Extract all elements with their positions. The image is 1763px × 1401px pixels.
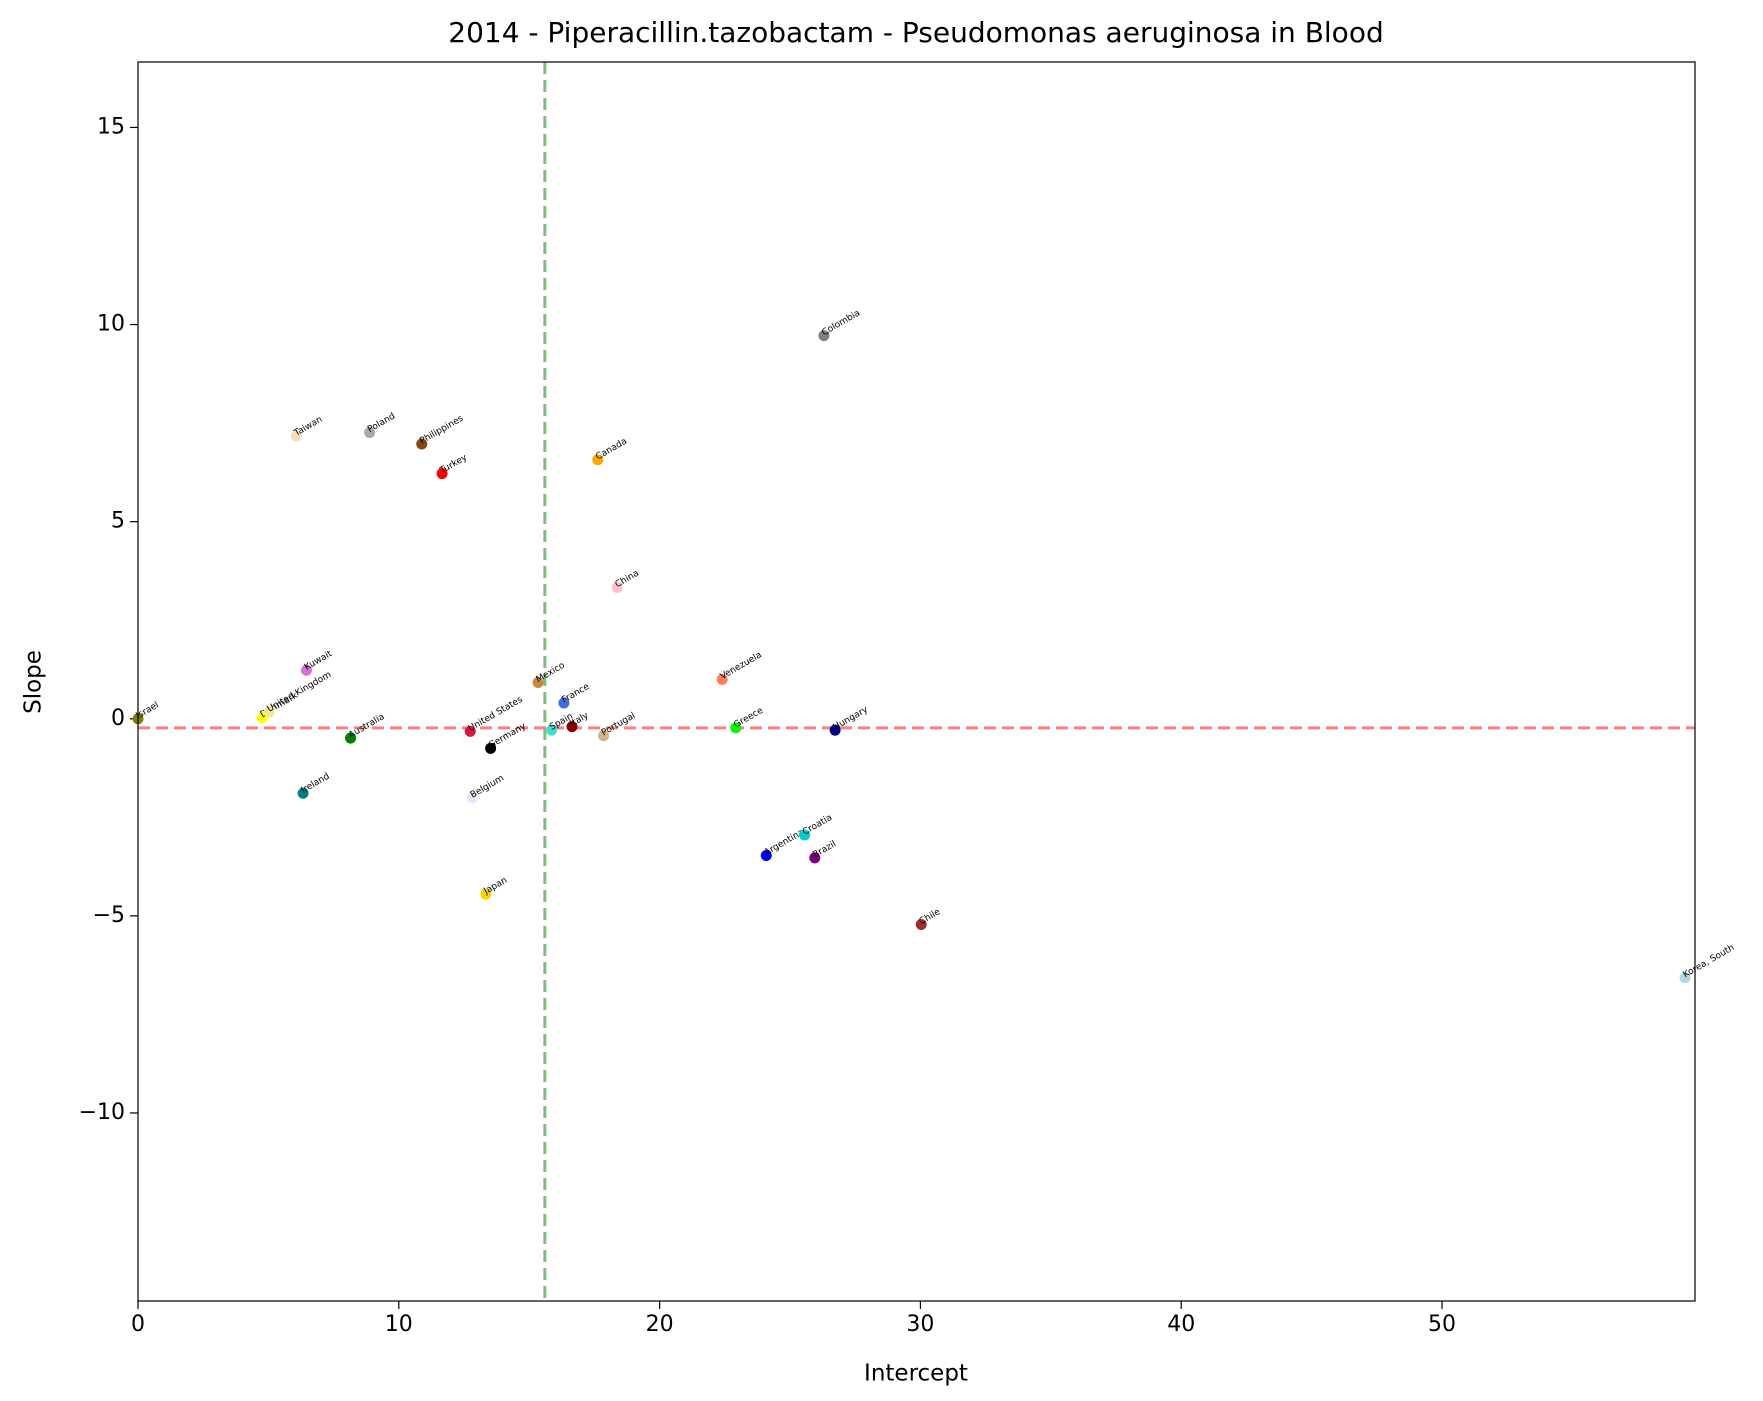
- point-label: Mexico: [535, 660, 568, 685]
- point: [485, 742, 497, 754]
- y-tick-label: −5: [93, 903, 125, 928]
- point: [716, 673, 728, 685]
- point-label: Poland: [366, 411, 397, 435]
- x-tick-label: 30: [906, 1312, 934, 1337]
- point-label: Philippines: [418, 414, 465, 447]
- point: [799, 829, 811, 841]
- point-label: Korea, South: [1682, 943, 1737, 980]
- point-label: Ireland: [300, 772, 332, 796]
- y-tick-label: 15: [97, 114, 125, 139]
- point-label: China: [614, 569, 641, 591]
- point-label: Turkey: [438, 453, 470, 477]
- point-label: France: [560, 682, 591, 706]
- x-tick-label: 50: [1428, 1312, 1456, 1337]
- point-label: Chile: [918, 907, 943, 927]
- point: [566, 721, 578, 733]
- point: [1679, 972, 1691, 984]
- point-label: Colombia: [820, 308, 862, 338]
- y-tick-label: −10: [79, 1100, 125, 1125]
- x-axis-label: Intercept: [864, 1361, 968, 1387]
- point: [730, 722, 742, 734]
- chart-title: 2014 - Piperacillin.tazobactam - Pseudom…: [448, 16, 1383, 49]
- point-label: Venezuela: [719, 650, 764, 682]
- point-label: Belgium: [469, 773, 506, 800]
- point-label: Argentina: [763, 828, 806, 859]
- point-label: Portugal: [600, 711, 637, 738]
- point-label: Germany: [487, 721, 528, 751]
- point: [532, 676, 544, 688]
- point: [818, 330, 830, 342]
- point-label: United Kingdom: [266, 670, 334, 715]
- point: [300, 664, 312, 676]
- point: [760, 850, 772, 862]
- point: [416, 438, 428, 450]
- x-tick-label: 10: [385, 1312, 413, 1337]
- point: [915, 919, 927, 931]
- y-axis-label: Slope: [21, 650, 47, 714]
- point: [263, 706, 275, 718]
- point: [364, 427, 376, 439]
- point: [592, 454, 604, 466]
- point-label: Canada: [594, 437, 629, 463]
- point-label: Kuwait: [303, 649, 334, 673]
- point: [829, 724, 841, 736]
- point: [598, 730, 610, 742]
- point: [436, 468, 448, 480]
- point-label: Croatia: [801, 813, 834, 838]
- y-tick-label: 5: [111, 509, 125, 534]
- point: [466, 792, 478, 804]
- point: [809, 852, 821, 864]
- plot-frame: [137, 61, 1696, 1302]
- y-tick-label: 10: [97, 312, 125, 337]
- point: [558, 697, 570, 709]
- point: [345, 732, 357, 744]
- point-label: Brazil: [811, 839, 838, 860]
- x-tick-label: 40: [1167, 1312, 1195, 1337]
- point: [297, 787, 309, 799]
- point-label: Japan: [482, 876, 510, 898]
- y-tick-label: 0: [111, 706, 125, 731]
- point: [611, 581, 623, 593]
- point: [290, 430, 302, 442]
- point-label: Taiwan: [292, 415, 324, 439]
- x-tick-label: 20: [646, 1312, 674, 1337]
- x-tick-label: 0: [131, 1312, 145, 1337]
- point: [464, 725, 476, 737]
- point: [480, 888, 492, 900]
- point: [546, 724, 558, 736]
